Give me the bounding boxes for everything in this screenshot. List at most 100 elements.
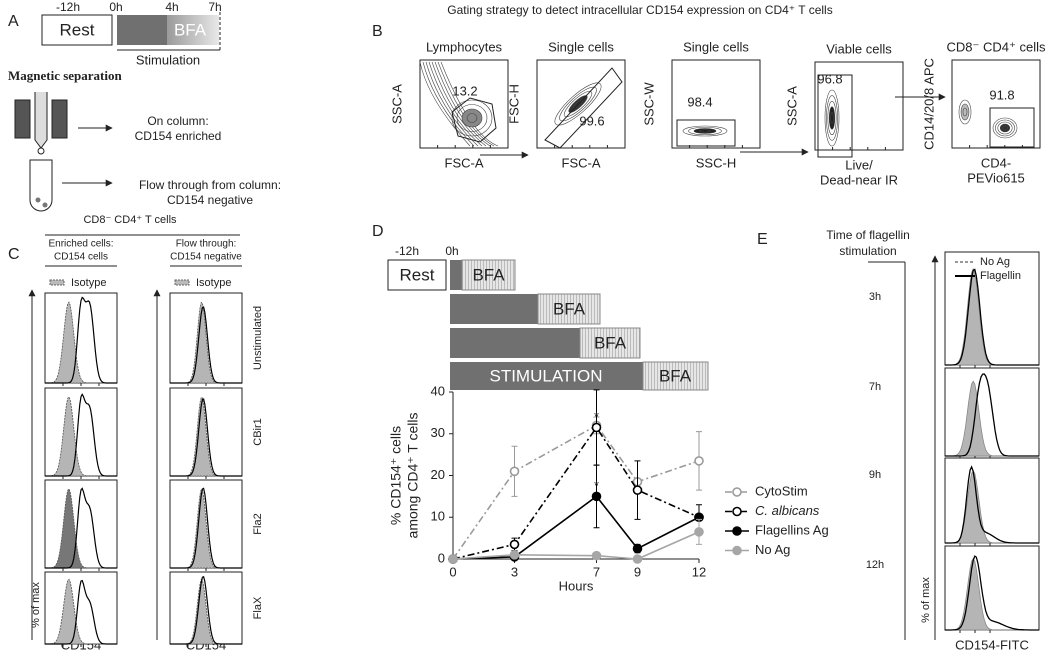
x-axis-label: CD4- [981, 155, 1011, 170]
cell [35, 197, 41, 203]
contour [997, 121, 1013, 135]
histogram-frame [944, 545, 1040, 631]
annotation: * [594, 409, 599, 424]
tube [29, 159, 53, 212]
y-axis-label: CD14/20/8 APC [921, 58, 936, 150]
bfa-bar [642, 361, 709, 391]
x-tick-label: 12 [692, 564, 706, 579]
x-axis-label: SSC-H [696, 155, 736, 170]
histogram [945, 465, 1039, 544]
timeline-d: -12h 0h Rest BFA BFA BFA STIMULATION BFA [387, 244, 709, 391]
bfa-bar [461, 259, 516, 291]
plot-title: Single cells [548, 39, 614, 54]
plot-title: Lymphocytes [426, 39, 503, 54]
plot-title: CD8⁻ CD4⁺ cells [947, 39, 1046, 54]
contour [826, 95, 838, 141]
y-tick-label: 0 [438, 550, 445, 565]
point [591, 550, 602, 561]
gate-value: 98.4 [687, 94, 712, 109]
gate-value: 96.8 [817, 71, 842, 86]
contour [419, 61, 471, 147]
gate-value: 91.8 [989, 87, 1014, 102]
histogram-frame [44, 479, 118, 569]
x-tick-label: 9 [634, 564, 641, 579]
bfa-label: BFA [594, 333, 627, 352]
histogram-frame [44, 292, 118, 384]
label: Flow through from column: [139, 178, 281, 192]
rest-label: Rest [60, 20, 95, 39]
bfa-label: BFA [472, 265, 505, 284]
plot-title: Single cells [683, 39, 749, 54]
magnetic-separation: Magnetic separation On column: CD154 enr… [8, 68, 281, 212]
x-axis-label: FSC-A [562, 155, 601, 170]
series-line [452, 426, 700, 560]
point [591, 422, 602, 433]
contour [958, 99, 972, 125]
gate [676, 119, 736, 147]
column-title: Flow through: [176, 239, 237, 250]
gate [817, 74, 853, 158]
row-label: FlaX [252, 596, 264, 619]
row-label: Unstimulated [252, 306, 264, 370]
time-label: 7h [208, 0, 221, 14]
histogram [45, 487, 117, 569]
contour [451, 99, 493, 137]
y-tick-label: 30 [431, 425, 445, 440]
magnet [51, 99, 68, 139]
contour [554, 82, 602, 126]
contour [827, 100, 837, 136]
histogram [170, 487, 242, 569]
time-label: 0h [109, 0, 122, 14]
plot-frame [419, 59, 509, 149]
gate-value: 99.6 [579, 113, 604, 128]
time-label: -12h [395, 244, 419, 258]
column-title: CD154 cells [54, 252, 108, 263]
legend-swatch [174, 279, 190, 286]
time-label: 0h [445, 244, 458, 258]
column-title: Enriched cells: [48, 239, 113, 250]
stim-bar [450, 362, 643, 390]
histogram [170, 306, 242, 384]
stim-label: Stimulation [136, 52, 200, 67]
point [632, 554, 643, 564]
panel-title: Gating strategy to detect intracellular … [447, 3, 832, 17]
point [632, 485, 643, 495]
magnet [14, 99, 31, 139]
contour [428, 61, 483, 147]
legend-label: Isotype [71, 277, 106, 289]
y-axis-label: FSC-H [506, 84, 521, 124]
point [632, 543, 643, 554]
contour [422, 61, 475, 147]
contour [995, 119, 1015, 137]
stim-label: STIMULATION [489, 366, 602, 385]
histogram [945, 373, 1039, 457]
point [509, 550, 520, 560]
histogram-frame [44, 387, 118, 477]
panel-title: Time of flagellin [826, 228, 910, 242]
legend-marker [732, 545, 742, 556]
contour [688, 126, 722, 136]
y-axis-label: among CD4⁺ T cells [405, 413, 421, 539]
plot-frame [814, 61, 904, 151]
x-axis-label: FSC-A [445, 155, 484, 170]
section-title: Magnetic separation [8, 68, 123, 83]
contour [992, 117, 1018, 139]
time-label: 3h [869, 291, 881, 303]
panel-label: B [372, 23, 383, 40]
legend-label: Flagellin [980, 270, 1021, 282]
histogram [45, 393, 117, 477]
bfa-label: BFA [553, 299, 586, 318]
histogram-frame [44, 571, 118, 645]
x-axis-label: PEVio615 [967, 170, 1025, 185]
y-axis-label: % CD154⁺ cells [388, 426, 404, 525]
histogram-grid: Enriched cells:CD154 cellsIsotypeCD154Fl… [28, 239, 264, 652]
label: CD154 negative [167, 193, 253, 207]
gate-value: 13.2 [452, 83, 477, 98]
label: CD154 enriched [135, 129, 222, 143]
x-tick-label: 0 [449, 564, 456, 579]
histogram-column: 3h 7h 9h 12h No Ag Flagellin % of max CD154-FIT… [866, 251, 1040, 652]
row-label: Fla2 [252, 513, 264, 534]
contour [699, 129, 711, 133]
histogram-frame [944, 251, 1040, 366]
plot-frame [671, 59, 761, 149]
